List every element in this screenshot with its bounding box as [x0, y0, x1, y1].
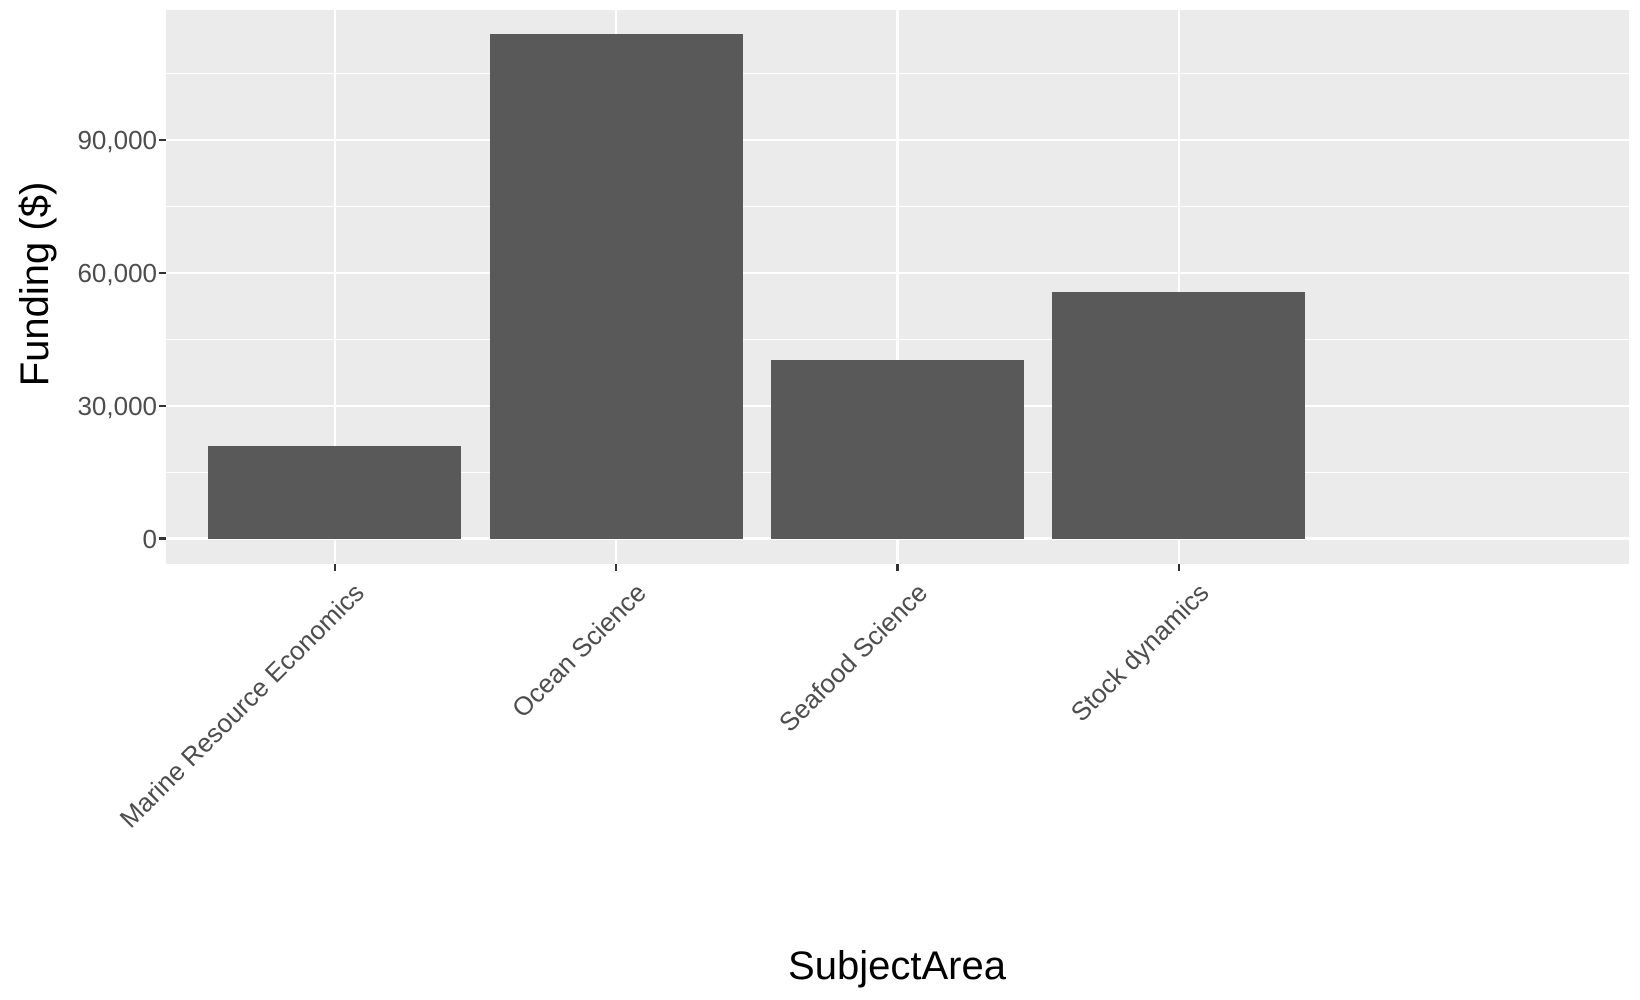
- gridline-major-x: [896, 10, 899, 564]
- x-tick-mark: [333, 564, 337, 571]
- x-tick-mark: [614, 564, 618, 571]
- x-tick-mark: [896, 564, 899, 571]
- bar-stock-dynamics: [1052, 292, 1306, 539]
- bar-ocean-science: [489, 33, 743, 539]
- y-tick-label: 90,000: [77, 124, 157, 155]
- gridline-major-x: [1177, 10, 1181, 564]
- bar-marine-resource-economics: [208, 446, 462, 539]
- gridline-major-x: [333, 10, 337, 564]
- x-axis-title: SubjectArea: [788, 944, 1006, 988]
- y-axis-title: Funding ($): [13, 181, 57, 387]
- x-tick-label: Marine Resource Economics: [114, 577, 371, 834]
- x-tick-label: Stock dynamics: [1064, 577, 1215, 728]
- y-tick-label: 60,000: [77, 257, 157, 288]
- y-tick-label: 0: [142, 523, 157, 554]
- y-tick-mark: [159, 537, 166, 540]
- x-tick-label: Ocean Science: [505, 577, 652, 724]
- y-tick-mark: [159, 404, 166, 408]
- y-tick-mark: [159, 138, 166, 142]
- y-tick-mark: [159, 271, 166, 275]
- bar-seafood-science: [770, 360, 1025, 539]
- x-tick-mark: [1177, 564, 1181, 571]
- plot-panel: [166, 10, 1629, 564]
- x-tick-label: Seafood Science: [772, 577, 934, 738]
- y-tick-label: 30,000: [77, 390, 157, 421]
